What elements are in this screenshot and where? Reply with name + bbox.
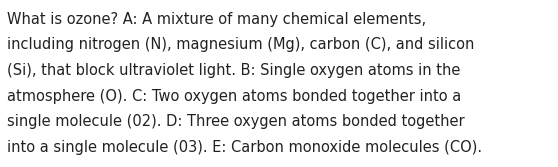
Text: What is ozone? A: A mixture of many chemical elements,: What is ozone? A: A mixture of many chem… xyxy=(7,12,426,27)
Text: (Si), that block ultraviolet light. B: Single oxygen atoms in the: (Si), that block ultraviolet light. B: S… xyxy=(7,63,461,78)
Text: including nitrogen (N), magnesium (Mg), carbon (C), and silicon: including nitrogen (N), magnesium (Mg), … xyxy=(7,37,475,52)
Text: single molecule (02). D: Three oxygen atoms bonded together: single molecule (02). D: Three oxygen at… xyxy=(7,114,465,129)
Text: atmosphere (O). C: Two oxygen atoms bonded together into a: atmosphere (O). C: Two oxygen atoms bond… xyxy=(7,89,461,104)
Text: into a single molecule (03). E: Carbon monoxide molecules (CO).: into a single molecule (03). E: Carbon m… xyxy=(7,140,482,155)
